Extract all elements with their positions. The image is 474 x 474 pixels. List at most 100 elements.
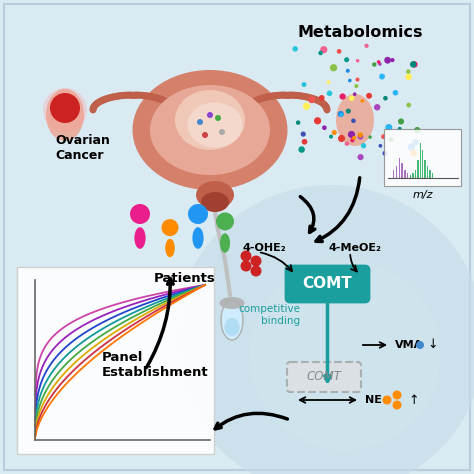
Circle shape (207, 112, 213, 118)
Circle shape (43, 88, 87, 132)
FancyBboxPatch shape (4, 4, 470, 470)
Circle shape (412, 139, 419, 146)
Circle shape (319, 51, 323, 55)
Circle shape (219, 129, 225, 135)
Circle shape (355, 84, 358, 88)
Circle shape (414, 127, 420, 134)
Circle shape (408, 143, 415, 151)
FancyBboxPatch shape (407, 173, 409, 178)
Ellipse shape (192, 227, 204, 249)
Text: 4-OHE₂: 4-OHE₂ (242, 243, 286, 253)
FancyBboxPatch shape (384, 129, 461, 186)
Circle shape (356, 59, 359, 63)
Text: COMT: COMT (302, 276, 352, 292)
Circle shape (346, 69, 350, 73)
Circle shape (366, 93, 372, 99)
Circle shape (357, 154, 364, 160)
Text: ↑: ↑ (408, 393, 419, 407)
FancyBboxPatch shape (432, 173, 433, 178)
FancyBboxPatch shape (424, 160, 426, 178)
Circle shape (383, 151, 387, 156)
Circle shape (389, 137, 393, 142)
Circle shape (296, 120, 301, 125)
Circle shape (348, 79, 352, 82)
Ellipse shape (196, 181, 234, 209)
Ellipse shape (165, 239, 175, 257)
Circle shape (379, 73, 385, 80)
Circle shape (356, 78, 360, 82)
Circle shape (406, 69, 410, 73)
Circle shape (377, 60, 381, 64)
Circle shape (392, 90, 398, 96)
FancyBboxPatch shape (412, 173, 414, 178)
Circle shape (314, 117, 321, 124)
Circle shape (197, 119, 203, 125)
Circle shape (303, 103, 310, 110)
FancyBboxPatch shape (427, 166, 428, 178)
Circle shape (360, 99, 364, 103)
Circle shape (330, 64, 337, 72)
Text: NE: NE (365, 395, 382, 405)
Circle shape (350, 138, 355, 142)
Ellipse shape (150, 85, 270, 175)
Circle shape (410, 61, 416, 67)
Circle shape (337, 111, 344, 117)
FancyBboxPatch shape (415, 170, 416, 178)
Circle shape (202, 132, 208, 138)
Circle shape (175, 185, 474, 474)
FancyBboxPatch shape (393, 170, 394, 178)
Circle shape (374, 104, 381, 110)
Text: 4-MeOE₂: 4-MeOE₂ (328, 243, 382, 253)
Text: VMA: VMA (395, 340, 423, 350)
Circle shape (378, 62, 382, 66)
Circle shape (250, 255, 262, 266)
Circle shape (353, 92, 356, 96)
Circle shape (322, 126, 327, 130)
Circle shape (301, 131, 306, 137)
Ellipse shape (219, 297, 245, 309)
Ellipse shape (220, 233, 230, 253)
Circle shape (250, 265, 262, 276)
Circle shape (416, 341, 424, 349)
Circle shape (299, 146, 305, 153)
Circle shape (50, 93, 80, 123)
Circle shape (349, 95, 355, 101)
Circle shape (216, 212, 234, 230)
FancyBboxPatch shape (404, 170, 406, 178)
FancyBboxPatch shape (410, 175, 411, 178)
Circle shape (383, 395, 392, 404)
FancyBboxPatch shape (419, 143, 421, 178)
Circle shape (368, 135, 372, 139)
Circle shape (240, 250, 252, 262)
Circle shape (292, 46, 298, 52)
FancyBboxPatch shape (422, 150, 423, 178)
Circle shape (365, 44, 369, 48)
FancyBboxPatch shape (396, 166, 397, 178)
Circle shape (392, 391, 401, 400)
Ellipse shape (133, 70, 288, 190)
Circle shape (357, 134, 364, 140)
Circle shape (320, 46, 328, 53)
Text: Metabolomics: Metabolomics (297, 25, 423, 39)
Circle shape (301, 82, 307, 87)
Ellipse shape (175, 90, 245, 150)
FancyBboxPatch shape (429, 170, 430, 178)
Circle shape (348, 131, 355, 138)
Circle shape (398, 118, 404, 125)
Circle shape (329, 135, 333, 138)
Circle shape (372, 62, 376, 67)
FancyBboxPatch shape (286, 266, 369, 302)
Circle shape (162, 219, 179, 236)
Text: Patients: Patients (154, 272, 216, 284)
Ellipse shape (135, 227, 146, 249)
Text: COMT: COMT (307, 371, 341, 383)
Circle shape (130, 204, 150, 224)
FancyBboxPatch shape (417, 160, 419, 178)
FancyBboxPatch shape (287, 362, 361, 392)
Circle shape (346, 109, 351, 114)
FancyBboxPatch shape (401, 163, 403, 178)
Ellipse shape (225, 318, 239, 336)
Circle shape (352, 136, 356, 140)
Circle shape (361, 143, 366, 148)
Circle shape (345, 141, 349, 146)
